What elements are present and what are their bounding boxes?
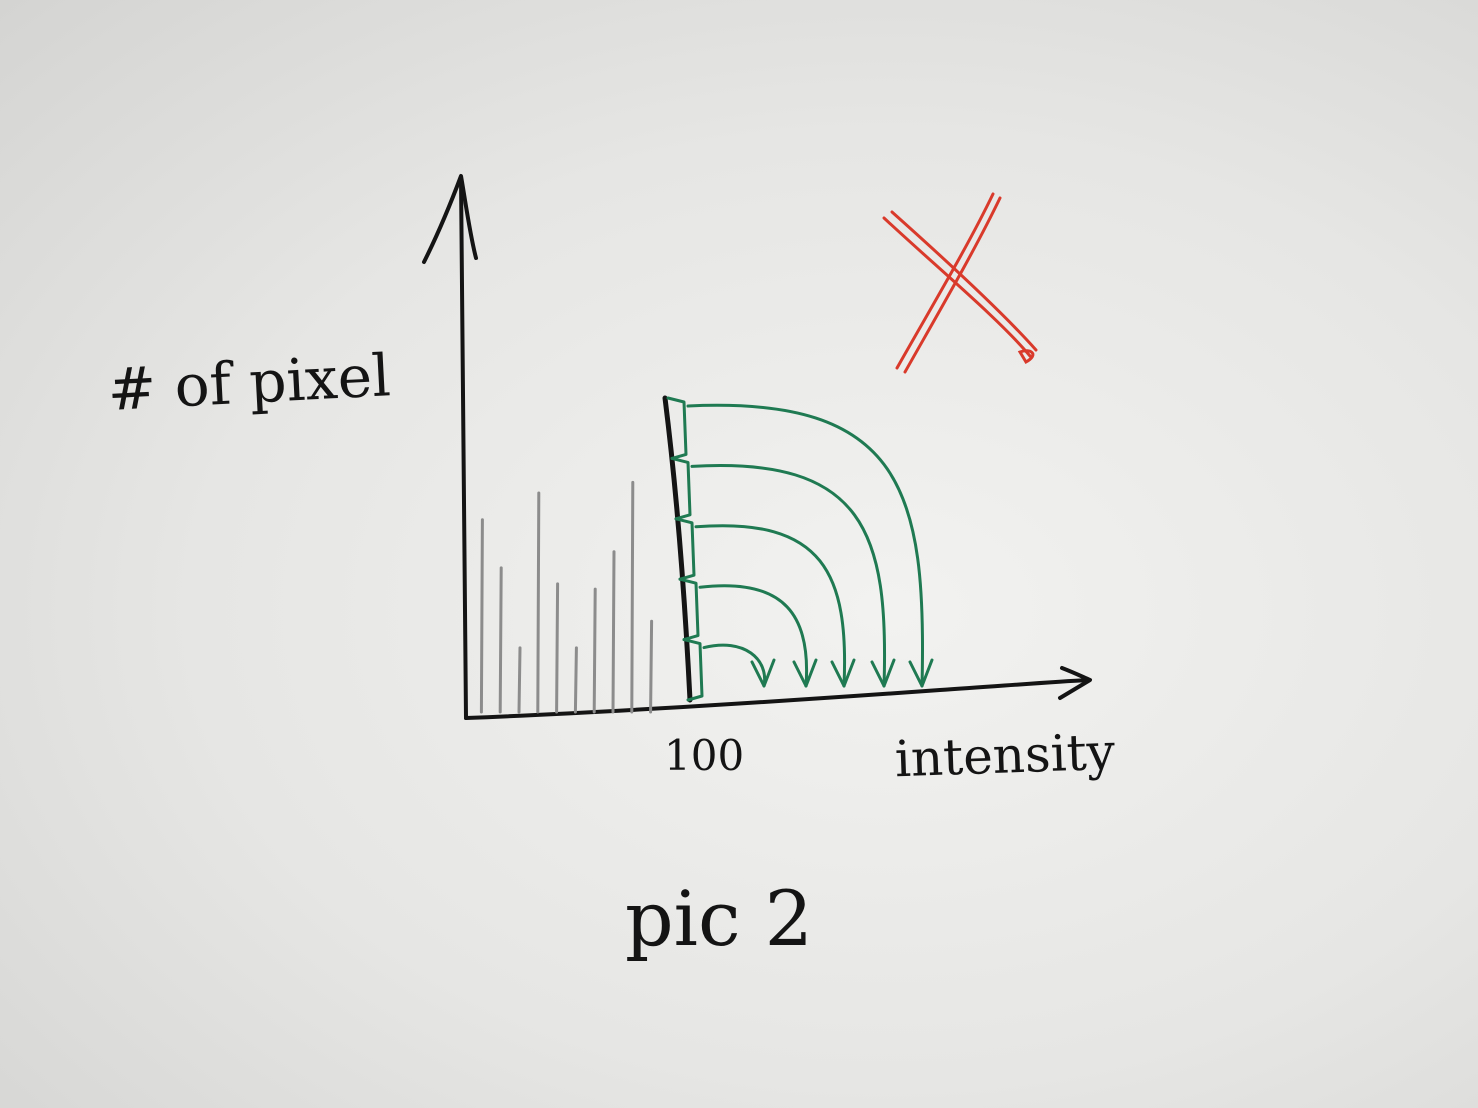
histogram-bar	[630, 480, 635, 714]
remap-arrowhead	[830, 658, 856, 688]
y-axis	[459, 176, 468, 720]
remap-arrow	[694, 524, 847, 688]
shifted-bin	[666, 396, 688, 460]
x-axis	[464, 678, 1090, 720]
remap-arrow	[690, 464, 887, 688]
histogram-bar	[555, 582, 560, 714]
shifted-bins	[666, 396, 704, 702]
histogram-bar	[573, 646, 578, 714]
histogram-bar	[649, 619, 654, 714]
y-axis-label: # of pixel	[106, 341, 392, 424]
x-axis-label: intensity	[894, 723, 1117, 789]
remap-arrow	[686, 403, 925, 688]
shifted-bin	[674, 517, 696, 581]
remap-arrowhead	[750, 658, 776, 688]
shifted-bin	[678, 577, 700, 642]
remap-arrowhead	[908, 658, 934, 688]
remap-arrowhead	[870, 658, 896, 688]
histogram-bar	[536, 491, 541, 714]
histogram-bar	[479, 518, 484, 714]
histogram-bar	[611, 550, 616, 714]
x-tick-label-100: 100	[664, 731, 744, 780]
remap-arrow	[698, 584, 809, 688]
shifted-bin	[670, 456, 692, 521]
y-axis-arrowhead	[422, 174, 478, 264]
x-axis-arrowhead	[1058, 666, 1092, 700]
histogram-bars	[479, 480, 654, 714]
remap-arrowhead	[792, 658, 818, 688]
shifted-bin	[682, 638, 704, 702]
remap-arrow	[702, 643, 767, 688]
cutoff-line	[662, 395, 693, 703]
histogram-bar	[592, 587, 597, 714]
histogram-bar	[498, 566, 503, 714]
figure-caption: pic 2	[625, 874, 813, 963]
histogram-bar	[517, 646, 522, 714]
red-cross-mark	[882, 192, 1038, 374]
remap-arrows	[686, 403, 934, 688]
